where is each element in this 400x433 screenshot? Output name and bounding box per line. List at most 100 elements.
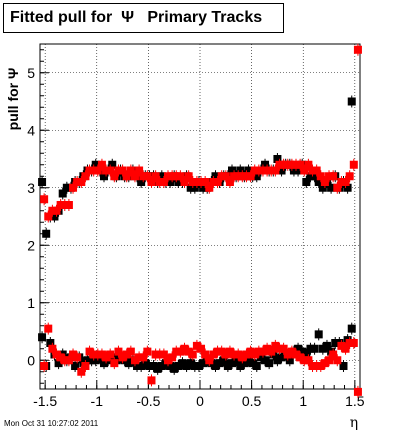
chart-title-box: Fitted pull for Ψ Primary Tracks	[3, 3, 284, 33]
data-point	[190, 183, 199, 192]
data-point	[126, 347, 135, 356]
data-point	[60, 201, 69, 209]
data-point	[182, 362, 191, 370]
data-point	[234, 172, 243, 181]
x-tick-label: -0.5	[136, 393, 160, 409]
x-tick-label: 1	[299, 393, 307, 409]
data-point	[298, 347, 307, 356]
x-tick-label: 0.5	[242, 393, 262, 409]
data-point	[178, 359, 187, 368]
data-point	[318, 183, 327, 192]
data-point	[300, 356, 309, 365]
data-point	[252, 362, 261, 370]
data-point	[248, 359, 257, 368]
data-point	[265, 359, 274, 368]
data-point	[50, 212, 59, 221]
x-tick-label: -1.5	[33, 393, 57, 409]
data-point	[184, 347, 193, 356]
data-point	[256, 353, 265, 362]
data-point	[261, 160, 270, 169]
data-point	[230, 172, 239, 181]
data-point	[143, 172, 152, 181]
data-point	[77, 178, 86, 186]
data-point	[279, 160, 288, 169]
data-point	[118, 353, 127, 362]
x-axis-label: η	[350, 415, 358, 431]
data-point	[238, 353, 247, 362]
data-point	[184, 172, 193, 181]
data-point	[258, 347, 267, 356]
y-tick-label: 4	[27, 122, 35, 138]
data-point	[58, 189, 67, 198]
data-point	[273, 356, 282, 365]
data-point	[236, 362, 245, 370]
data-point	[130, 356, 139, 365]
data-point	[188, 178, 197, 186]
data-point	[349, 160, 358, 169]
data-point	[73, 178, 82, 186]
data-point	[137, 178, 146, 186]
data-point	[102, 166, 111, 175]
data-point	[228, 359, 236, 368]
data-point	[81, 362, 90, 370]
axes: -1.5 -1 -0.5 0 0.5 1 1.5 0 1 2 3 4 5 η pull for Ψ	[5, 49, 365, 431]
data-point	[52, 206, 61, 215]
data-point	[211, 172, 220, 181]
x-tick-label: 0	[196, 393, 204, 409]
y-axis-label: pull for Ψ	[5, 68, 21, 131]
data-point	[114, 166, 123, 175]
data-point	[312, 166, 321, 175]
data-point	[137, 362, 146, 370]
data-point	[277, 353, 286, 362]
data-point	[192, 178, 201, 186]
data-point	[48, 206, 57, 215]
data-point	[232, 356, 241, 365]
data-point	[180, 344, 189, 353]
data-point	[97, 350, 106, 359]
data-point	[209, 350, 218, 359]
timestamp: Mon Oct 31 10:27:02 2011	[4, 419, 99, 428]
data-point	[69, 183, 78, 192]
data-point	[201, 178, 210, 186]
data-point	[261, 356, 270, 365]
data-point	[213, 178, 222, 186]
data-point	[172, 347, 181, 356]
data-point	[46, 339, 55, 347]
data-point	[254, 347, 263, 356]
data-point	[306, 172, 315, 181]
data-point	[217, 347, 226, 356]
data-point	[296, 353, 305, 362]
data-point	[236, 166, 245, 175]
data-point	[308, 362, 317, 370]
data-point	[343, 183, 352, 192]
data-point	[242, 172, 251, 181]
data-point	[130, 172, 139, 181]
data-point	[325, 172, 334, 181]
data-point	[225, 347, 234, 356]
data-point	[48, 344, 57, 353]
data-point	[118, 166, 127, 175]
data-point	[201, 350, 210, 359]
data-point	[151, 172, 160, 181]
data-point	[263, 166, 272, 175]
data-point	[176, 347, 185, 356]
data-point	[60, 356, 69, 365]
data-point	[151, 350, 160, 359]
data-point	[102, 353, 111, 362]
data-point	[318, 344, 327, 353]
data-point	[304, 160, 313, 169]
data-point	[292, 350, 300, 359]
data-point	[42, 229, 51, 238]
data-point	[250, 350, 259, 359]
data-point	[339, 362, 348, 370]
data-point	[122, 350, 131, 359]
data-point	[186, 359, 195, 368]
data-point	[159, 350, 168, 359]
data-point	[186, 183, 195, 192]
data-point	[347, 97, 356, 106]
data-point	[316, 172, 325, 181]
data-point	[302, 178, 311, 186]
data-point	[341, 178, 350, 186]
data-point	[294, 166, 303, 175]
